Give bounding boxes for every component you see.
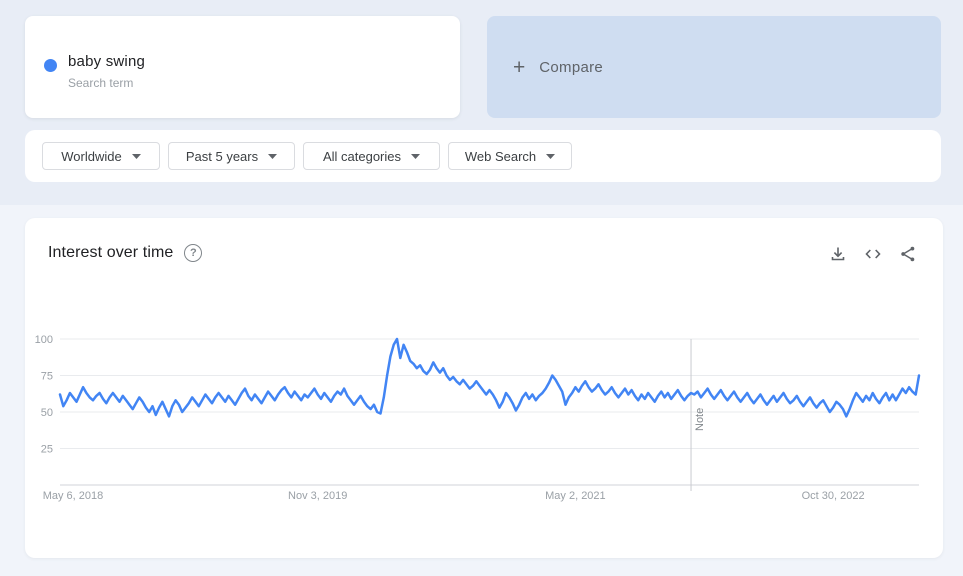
add-comparison-card[interactable]: + Compare	[487, 16, 941, 118]
geo-filter-value: Worldwide	[61, 148, 122, 164]
interest-over-time-chart[interactable]: Note 25 50 75 100 May 6, 2018 Nov 3, 2019 May 2…	[25, 218, 943, 558]
help-icon[interactable]: ?	[184, 244, 203, 262]
caret-down-icon	[546, 153, 556, 159]
y-axis-label: 25	[41, 444, 53, 456]
y-axis-label: 75	[41, 371, 53, 383]
geo-filter-dropdown[interactable]: Worldwide	[42, 142, 160, 170]
chart-action-icons	[829, 245, 917, 263]
interest-over-time-card: Interest over time ?	[25, 218, 943, 558]
compare-label: Compare	[539, 58, 604, 76]
filter-bar: Worldwide Past 5 years All categories We…	[25, 130, 941, 182]
y-axis-label: 50	[41, 407, 53, 419]
caret-down-icon	[131, 153, 141, 159]
category-filter-value: All categories	[322, 148, 402, 164]
download-icon[interactable]	[829, 245, 847, 263]
search-type-filter-value: Web Search	[464, 148, 537, 164]
search-type-filter-dropdown[interactable]: Web Search	[448, 142, 572, 170]
x-axis-label: Oct 30, 2022	[802, 490, 865, 502]
search-term-title: baby swing	[68, 53, 146, 70]
time-range-filter-value: Past 5 years	[185, 148, 259, 164]
plus-icon: +	[513, 55, 526, 79]
search-term-card[interactable]: baby swing Search term	[25, 16, 460, 118]
y-axis-label: 100	[35, 334, 53, 346]
series-color-dot-icon	[44, 59, 57, 72]
category-filter-dropdown[interactable]: All categories	[303, 142, 440, 170]
caret-down-icon	[268, 153, 278, 159]
caret-down-icon	[411, 153, 421, 159]
note-label: Note	[694, 408, 706, 431]
time-range-filter-dropdown[interactable]: Past 5 years	[168, 142, 295, 170]
x-axis-label: Nov 3, 2019	[288, 490, 347, 502]
search-term-type-label: Search term	[68, 76, 134, 90]
x-axis-label: May 6, 2018	[43, 490, 104, 502]
share-icon[interactable]	[899, 245, 917, 263]
chart-title: Interest over time	[48, 244, 174, 261]
embed-icon[interactable]	[864, 245, 882, 263]
x-axis-label: May 2, 2021	[545, 490, 606, 502]
trend-line	[58, 337, 921, 418]
chart-title-row: Interest over time ?	[48, 244, 203, 262]
